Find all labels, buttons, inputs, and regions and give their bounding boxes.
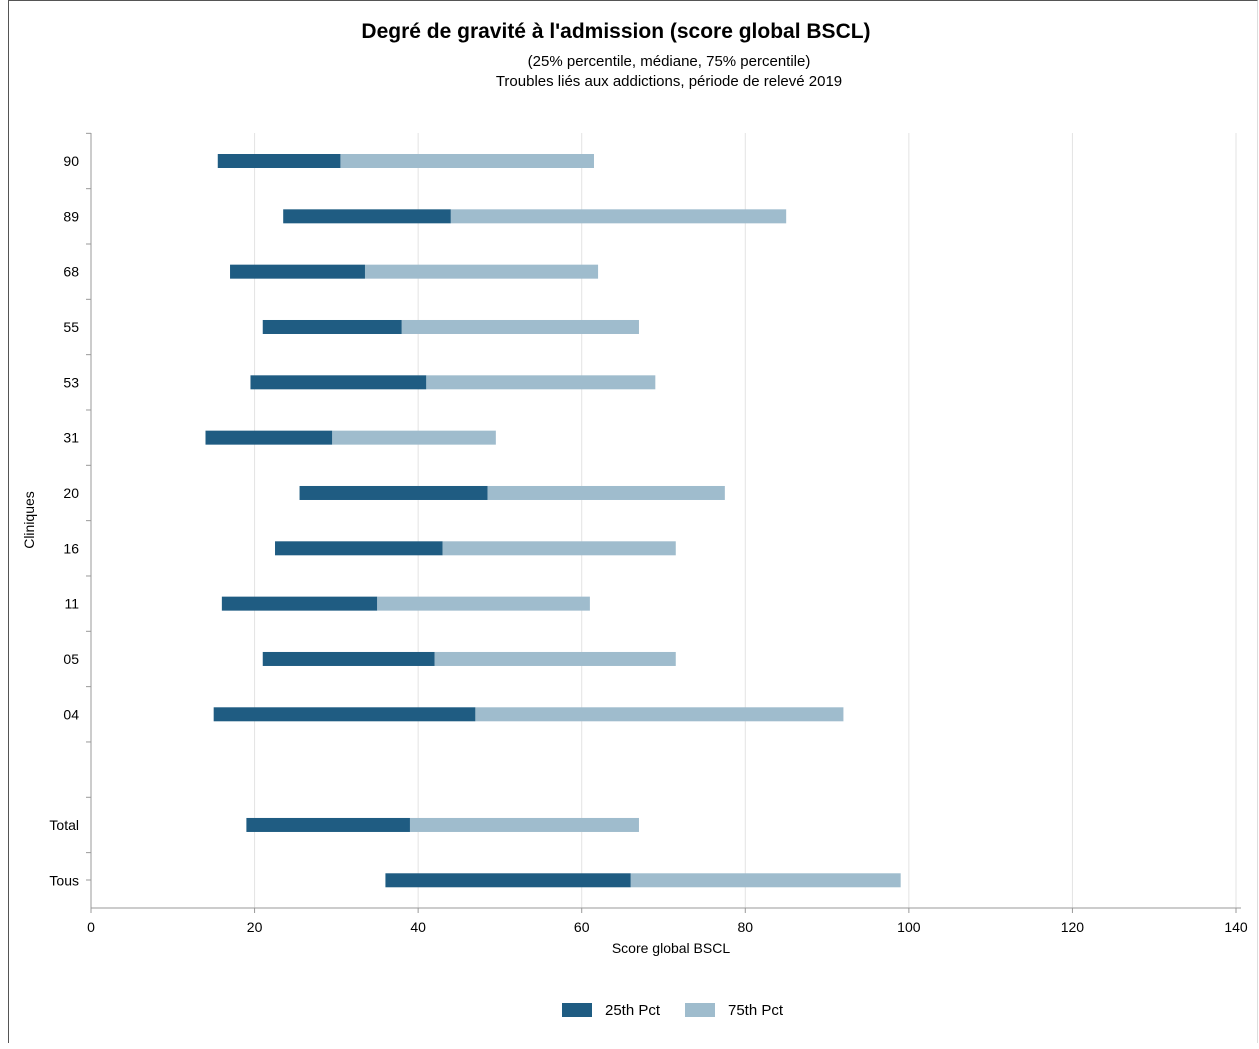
x-tick-label: 80 <box>737 919 753 935</box>
x-tick-label: 20 <box>247 919 263 935</box>
bar-segment-median-p75 <box>426 375 656 390</box>
chart-subtitle-2: Troubles liés aux addictions, période de… <box>496 73 842 90</box>
bar-segment-p25-median <box>275 541 443 556</box>
y-tick-label: 05 <box>63 651 79 667</box>
bar-segment-median-p75 <box>377 596 590 611</box>
bar-segment-p25-median <box>250 375 427 390</box>
y-tick-label: Total <box>49 817 79 833</box>
bar-segment-median-p75 <box>450 209 787 224</box>
x-tick-label: 0 <box>87 919 95 935</box>
bar-segment-p25-median <box>385 873 631 888</box>
legend-label-75th: 75th Pct <box>728 1002 784 1019</box>
bar-segment-p25-median <box>299 485 488 500</box>
y-tick-label: 90 <box>63 153 79 169</box>
y-tick-label: 04 <box>63 706 79 722</box>
chart-frame: Degré de gravité à l'admission (score gl… <box>8 0 1258 1043</box>
bar-segment-median-p75 <box>487 485 725 500</box>
bar-segment-p25-median <box>283 209 451 224</box>
chart-title: Degré de gravité à l'admission (score gl… <box>361 20 870 43</box>
y-axis-label: Cliniques <box>21 491 37 549</box>
legend: 25th Pct 75th Pct <box>562 1002 784 1019</box>
legend-swatch-75th <box>685 1003 715 1017</box>
y-tick-label: Tous <box>49 872 79 888</box>
bar-segment-median-p75 <box>434 651 676 666</box>
bar-segment-median-p75 <box>364 264 599 279</box>
legend-label-25th: 25th Pct <box>605 1002 661 1019</box>
bar-segment-median-p75 <box>630 873 901 888</box>
y-tick-label: 55 <box>63 319 79 335</box>
bar-segment-p25-median <box>246 817 410 832</box>
grid <box>254 133 1237 908</box>
y-tick-label: 11 <box>64 596 79 612</box>
bar-segment-p25-median <box>262 319 402 334</box>
y-tick-label: 68 <box>63 264 79 280</box>
x-tick-label: 40 <box>410 919 426 935</box>
y-tick-label: 53 <box>63 374 79 390</box>
bar-segment-median-p75 <box>475 707 844 722</box>
axes: 0 20 40 60 80 100 120 140 90 89 68 55 53 31 20 16 11 05 04… <box>49 132 1248 935</box>
bar-segment-median-p75 <box>401 319 639 334</box>
bar-segment-p25-median <box>262 651 435 666</box>
bars <box>205 154 901 888</box>
bar-segment-median-p75 <box>442 541 676 556</box>
y-tick-label: 16 <box>63 540 79 556</box>
x-tick-label: 140 <box>1224 919 1248 935</box>
y-tick-label: 20 <box>63 485 79 501</box>
bar-segment-median-p75 <box>332 430 496 445</box>
x-axis-label: Score global BSCL <box>612 940 731 956</box>
bar-segment-p25-median <box>221 596 378 611</box>
x-tick-label: 100 <box>897 919 921 935</box>
bar-segment-p25-median <box>217 154 341 168</box>
bar-chart: Degré de gravité à l'admission (score gl… <box>21 20 1248 1019</box>
bar-segment-p25-median <box>230 264 365 279</box>
legend-swatch-25th <box>562 1003 592 1017</box>
bar-segment-p25-median <box>213 707 476 722</box>
bar-segment-median-p75 <box>409 817 639 832</box>
bar-segment-median-p75 <box>340 154 594 168</box>
y-tick-label: 31 <box>63 430 79 446</box>
x-tick-label: 60 <box>574 919 590 935</box>
x-tick-label: 120 <box>1061 919 1085 935</box>
y-tick-label: 89 <box>63 208 79 224</box>
bar-segment-p25-median <box>205 430 333 445</box>
chart-subtitle-1: (25% percentile, médiane, 75% percentile… <box>528 53 811 70</box>
